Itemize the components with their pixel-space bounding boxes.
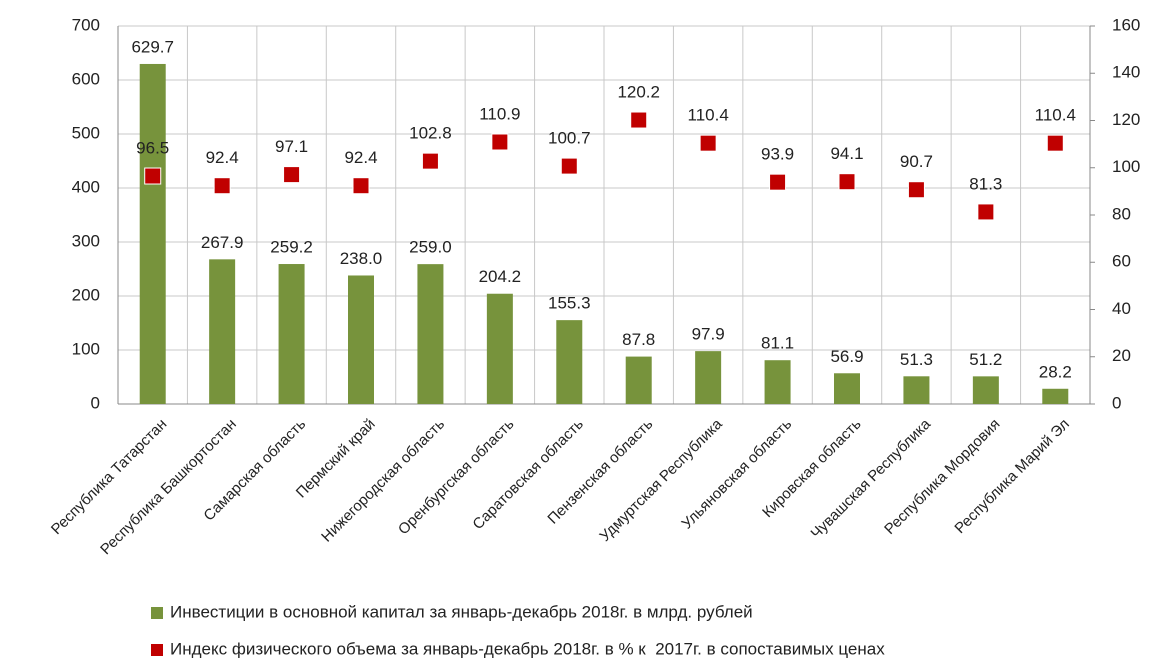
bar (486, 293, 513, 404)
x-tick-label: Оренбургская область (395, 415, 518, 538)
y-tick-label: 400 (72, 177, 100, 196)
y2-tick-label: 100 (1112, 157, 1140, 176)
data-label: 92.4 (344, 148, 377, 167)
marker (144, 167, 162, 185)
marker (977, 203, 995, 221)
legend-swatch (151, 607, 163, 619)
y2-tick-label: 80 (1112, 204, 1131, 223)
data-label: 259.2 (270, 238, 313, 257)
data-label: 90.7 (900, 152, 933, 171)
y2-tick-label: 20 (1112, 346, 1131, 365)
y-tick-label: 100 (72, 339, 100, 358)
data-label: 93.9 (761, 145, 794, 164)
data-label: 96.5 (136, 139, 169, 158)
data-label: 110.9 (479, 104, 520, 123)
data-label: 97.9 (692, 325, 725, 344)
y2-tick-label: 0 (1112, 393, 1121, 412)
data-label: 81.1 (761, 334, 794, 353)
x-tick-label: Удмуртская Республика (596, 415, 726, 545)
marker (699, 134, 717, 152)
bar (556, 320, 583, 404)
marker (1046, 134, 1064, 152)
bar (972, 376, 999, 404)
marker (769, 173, 787, 191)
bar (834, 373, 860, 404)
x-tick-label: Республика Татарстан (48, 416, 170, 538)
bar (764, 360, 791, 404)
y2-tick-label: 60 (1112, 252, 1131, 271)
x-tick-label: Республика Мордовия (881, 416, 1003, 538)
x-tick-label: Республика Марий Эл (951, 416, 1072, 537)
marker (283, 166, 301, 184)
y-tick-label: 0 (91, 393, 100, 412)
data-label: 94.1 (830, 144, 863, 163)
y-tick-label: 600 (72, 69, 100, 88)
data-label: 267.9 (201, 233, 244, 252)
data-label: 120.2 (617, 83, 660, 102)
y2-tick-label: 160 (1112, 15, 1140, 34)
data-label: 629.7 (131, 37, 174, 56)
bar (209, 259, 236, 404)
bar (1042, 388, 1069, 404)
x-tick-label: Республика Башкортостан (97, 416, 240, 559)
y2-tick-label: 140 (1112, 63, 1140, 82)
data-label: 56.9 (830, 347, 863, 366)
data-label: 155.3 (548, 294, 591, 313)
legend-label: Инвестиции в основной капитал за январь-… (170, 602, 753, 621)
data-label: 110.4 (688, 106, 729, 125)
marker (213, 177, 231, 195)
bar (417, 264, 444, 404)
data-label: 259.0 (409, 238, 452, 257)
bar (903, 376, 930, 404)
bar (695, 351, 722, 404)
bar (625, 356, 652, 404)
data-label: 51.2 (969, 350, 1002, 369)
legend-label: Индекс физического объема за январь-дека… (170, 639, 885, 658)
data-label: 100.7 (548, 129, 591, 148)
marker (560, 157, 578, 175)
legend-swatch (151, 644, 163, 656)
data-label: 28.2 (1039, 362, 1072, 381)
bar (278, 264, 305, 404)
data-label: 110.4 (1035, 106, 1076, 125)
x-tick-label: Чувашская Республика (808, 415, 935, 542)
x-tick-label: Нижегородская область (318, 415, 448, 545)
data-label: 238.0 (340, 249, 383, 268)
bar (348, 275, 374, 404)
marker (838, 173, 856, 191)
y-tick-label: 300 (72, 231, 100, 250)
marker (491, 133, 509, 151)
marker (907, 181, 925, 199)
data-label: 51.3 (900, 350, 933, 369)
y-tick-label: 500 (72, 123, 100, 142)
marker (352, 177, 370, 195)
y-tick-label: 200 (72, 285, 100, 304)
y2-tick-label: 40 (1112, 299, 1131, 318)
marker (421, 152, 439, 170)
bar (139, 63, 166, 404)
marker (630, 111, 648, 129)
data-label: 81.3 (969, 174, 1002, 193)
y2-tick-label: 120 (1112, 110, 1140, 129)
y-tick-label: 700 (72, 15, 100, 34)
data-label: 102.8 (409, 124, 452, 143)
data-label: 97.1 (275, 137, 308, 156)
data-label: 204.2 (479, 267, 522, 286)
data-label: 87.8 (622, 330, 655, 349)
data-label: 92.4 (206, 148, 239, 167)
